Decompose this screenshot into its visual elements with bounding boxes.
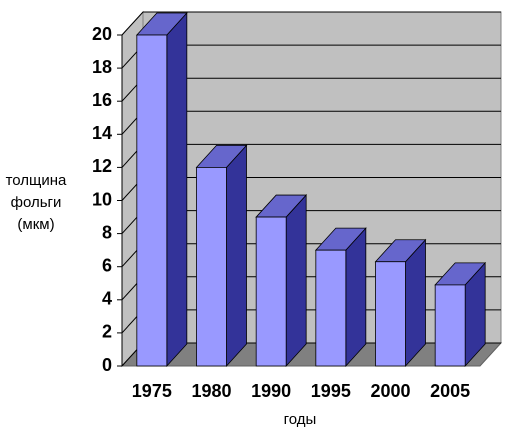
bar-side [285,194,307,368]
y-tick-label: 4 [102,289,112,309]
y-tick-label: 16 [92,90,112,110]
bar-side [345,227,367,368]
x-tick-label: 1975 [132,381,172,401]
y-axis-label: (мкм) [17,216,54,233]
bar [375,261,406,367]
y-axis-label: фольги [11,194,62,211]
x-tick-label: 1990 [251,381,291,401]
x-tick-label: 1980 [191,381,231,401]
x-tick-label: 2005 [430,381,470,401]
grid-line [121,11,501,36]
y-tick-label: 8 [102,222,112,242]
y-tick-label: 18 [92,57,112,77]
bar [315,249,347,367]
bar-side [166,11,188,368]
y-axis-label: толщина [6,172,67,189]
bar [196,166,227,367]
y-tick-label: 2 [102,322,112,342]
bar-side [226,144,247,368]
x-axis-label: годы [284,411,317,428]
bar [434,284,466,367]
y-tick-label: 0 [102,355,112,375]
bar [255,216,287,367]
y-tick-label: 20 [92,24,112,44]
y-tick-label: 6 [102,255,112,275]
bar [136,34,168,367]
y-tick-label: 12 [92,156,112,176]
x-tick-label: 1995 [311,381,351,401]
y-tick-label: 14 [92,123,112,143]
x-tick-label: 2000 [370,381,410,401]
y-tick-label: 10 [92,189,112,209]
